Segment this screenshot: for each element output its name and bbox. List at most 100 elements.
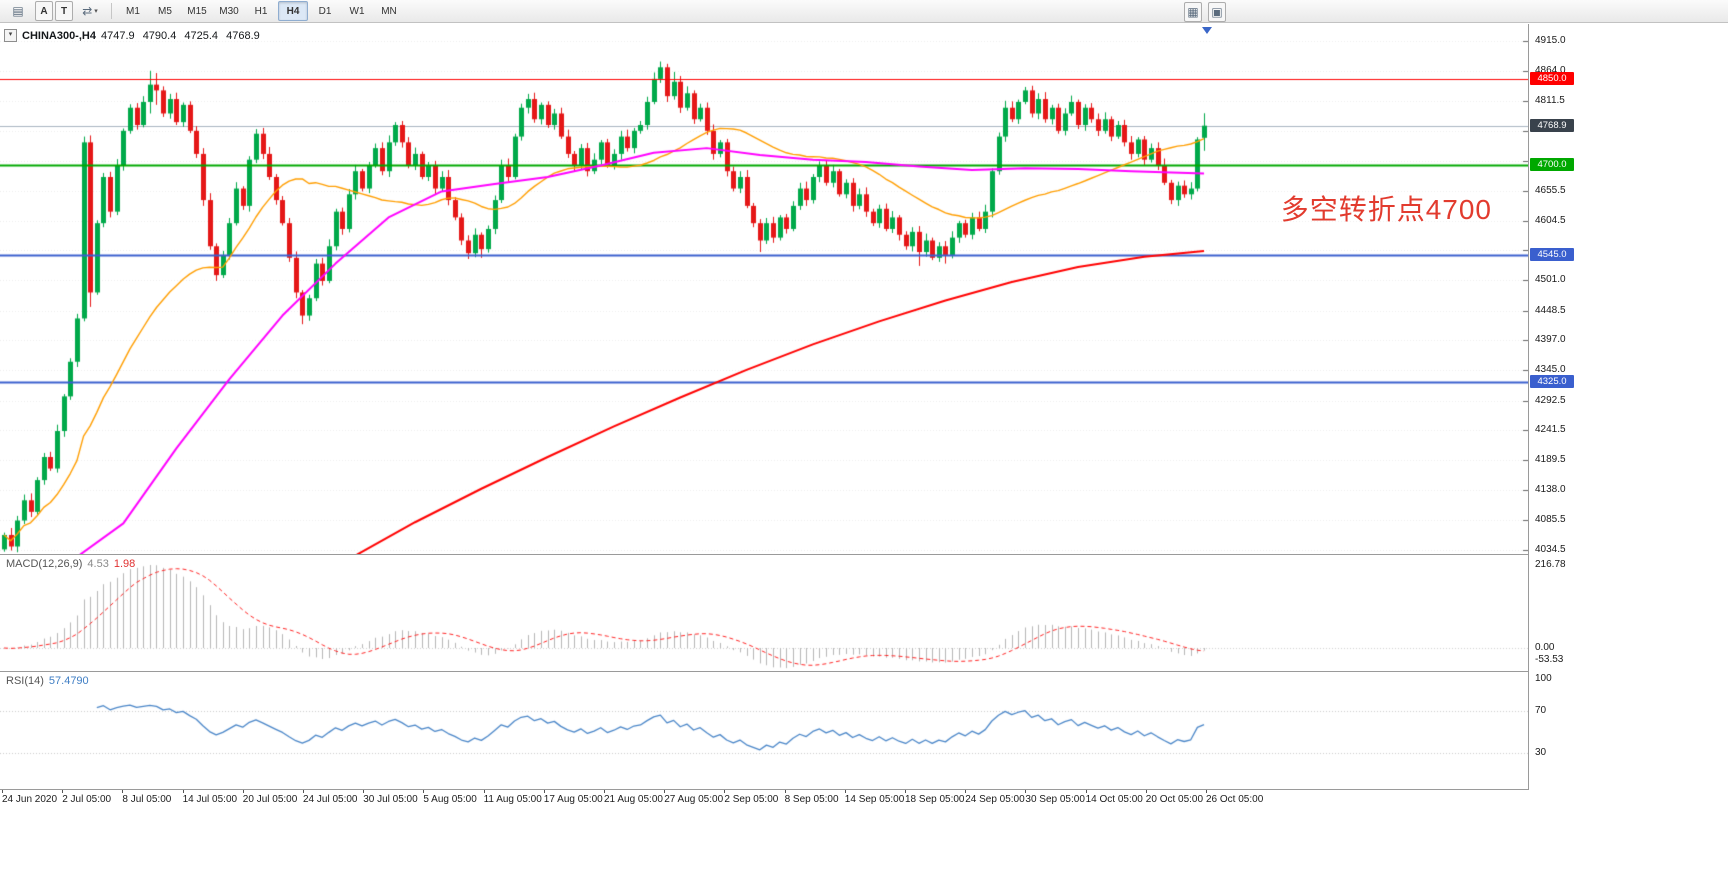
price-tick-label: 4189.5 (1535, 454, 1566, 466)
text-a-button[interactable]: A (35, 1, 53, 21)
macd-canvas[interactable] (0, 555, 1528, 671)
chevron-down-icon: ▾ (94, 8, 98, 15)
chart-symbol-period: CHINA300-,H4 (22, 29, 96, 42)
time-tick-mark (724, 790, 726, 793)
time-tick-mark (303, 790, 304, 793)
price-tick-label: 4345.0 (1535, 364, 1566, 376)
rsi-name: RSI(14) (6, 675, 44, 687)
price-tick-label: 4864.0 (1535, 64, 1566, 76)
time-tick-mark (965, 790, 967, 793)
tf-button-h1[interactable]: H1 (254, 5, 268, 17)
price-level-badge: 4850.0 (1530, 71, 1574, 85)
price-axis[interactable]: 4915.0 4864.0 4811.5 4655.5 4604.5 4501.0 4448… (1528, 24, 1726, 790)
price-tick-label: 4448.5 (1535, 304, 1566, 316)
rsi-canvas[interactable] (0, 672, 1528, 789)
time-tick-label: 14 Sep 05:00 (844, 794, 905, 805)
ohlc-close: 4768.9 (226, 29, 260, 42)
rsi-scale-label: 70 (1535, 704, 1547, 716)
time-tick-mark (122, 790, 124, 793)
time-tick-mark (182, 790, 184, 793)
price-tick-label: 4604.5 (1535, 214, 1566, 226)
time-tick-label: 20 Jul 05:00 (242, 794, 298, 805)
time-tick-label: 26 Oct 05:00 (1206, 794, 1264, 805)
arrows-icon: ⇄ (82, 4, 93, 18)
price-tick-label: 4397.0 (1535, 334, 1566, 346)
price-level-badge: 4325.0 (1530, 374, 1574, 388)
macd-axis: 216.78 0.00 -53.53 (1528, 555, 1726, 671)
chart-windows-icon[interactable]: ▤ (12, 4, 24, 18)
time-tick-label: 30 Jul 05:00 (363, 794, 418, 805)
time-tick-label: 30 Sep 05:00 (1025, 794, 1085, 805)
macd-value-signal: 1.98 (113, 558, 136, 570)
price-tick-label: 4501.0 (1535, 274, 1566, 286)
tf-button-m15[interactable]: M15 (187, 5, 207, 17)
time-tick-mark (2, 790, 3, 793)
time-tick-mark (543, 790, 545, 793)
price-level-badge: 4768.9 (1530, 118, 1574, 132)
time-tick-label: 17 Aug 05:00 (543, 794, 603, 805)
text-t-button[interactable]: T (55, 1, 73, 21)
scroll-tools-button[interactable]: ⇄ ▾ (75, 1, 105, 21)
chart-ohlc: 4747.9 4790.4 4725.4 4768.9 (101, 30, 265, 42)
ohlc-low: 4725.4 (184, 29, 219, 42)
time-tick-label: 5 Aug 05:00 (423, 794, 477, 805)
price-tick-label: 4085.5 (1535, 514, 1566, 526)
time-tick-label: 21 Aug 05:00 (604, 794, 663, 805)
ohlc-open: 4747.9 (100, 29, 135, 42)
time-tick-label: 8 Jul 05:00 (122, 794, 172, 805)
time-axis-separator (0, 789, 1528, 790)
toolbar-extra-button-1[interactable]: ▦ (1184, 2, 1202, 22)
price-tick-label: 4655.5 (1535, 185, 1566, 197)
macd-scale-label: 0.00 (1535, 642, 1555, 653)
timeframe-group: M1 M5 M15 M30 H1 H4 D1 W1 MN (117, 1, 405, 21)
rsi-scale-label: 30 (1535, 746, 1547, 758)
tf-button-d1[interactable]: D1 (318, 5, 332, 17)
toolbar-separator (111, 3, 112, 19)
time-tick-label: 14 Jul 05:00 (182, 794, 238, 805)
price-tick-label: 4241.5 (1535, 424, 1566, 436)
time-tick-mark (242, 790, 244, 793)
time-tick-mark (1025, 790, 1027, 793)
top-toolbar: ▤ A T ⇄ ▾ M1 M5 M15 M30 H1 H4 D1 W1 MN ▦ ▣ (0, 0, 1728, 23)
price-tick-label: 4292.5 (1535, 394, 1566, 406)
price-tick-label: 4915.0 (1535, 35, 1566, 47)
tf-button-m1[interactable]: M1 (126, 5, 140, 17)
tf-button-m5[interactable]: M5 (158, 5, 172, 17)
time-tick-mark (604, 790, 605, 793)
time-tick-label: 24 Sep 05:00 (965, 794, 1025, 805)
time-tick-mark (905, 790, 906, 793)
time-tick-mark (1085, 790, 1087, 793)
chart-shift-marker-icon[interactable] (1202, 27, 1212, 34)
time-tick-label: 8 Sep 05:00 (784, 794, 839, 805)
time-tick-mark (423, 790, 425, 793)
time-tick-mark (664, 790, 666, 793)
time-tick-mark (363, 790, 365, 793)
chart-annotation-text[interactable]: 多空转折点4700 (1280, 194, 1492, 225)
time-tick-label: 24 Jun 2020 (2, 794, 58, 805)
chart-title: ▾ CHINA300-,H4 4747.9 4790.4 4725.4 4768… (4, 29, 265, 42)
macd-name: MACD(12,26,9) (6, 558, 83, 570)
panel-splitter-macd[interactable] (0, 554, 1528, 555)
tf-button-mn[interactable]: MN (381, 5, 397, 17)
rsi-axis: 100 70 30 (1528, 672, 1726, 789)
time-axis[interactable]: 24 Jun 2020 2 Jul 05:00 8 Jul 05:00 14 Jul … (0, 790, 1528, 812)
tf-button-w1[interactable]: W1 (349, 5, 365, 17)
macd-scale-label: -53.53 (1535, 654, 1564, 665)
time-tick-mark (844, 790, 846, 793)
time-tick-label: 24 Jul 05:00 (303, 794, 358, 805)
macd-label: MACD(12,26,9) 4.53 1.98 (6, 558, 135, 570)
tf-button-h4[interactable]: H4 (278, 1, 308, 21)
tf-button-m30[interactable]: M30 (219, 5, 239, 17)
main-chart-canvas[interactable] (0, 24, 1528, 554)
macd-value-main: 4.53 (87, 558, 109, 570)
price-level-badge: 4545.0 (1530, 247, 1574, 261)
time-tick-label: 18 Sep 05:00 (905, 794, 965, 805)
rsi-label: RSI(14) 57.4790 (6, 675, 89, 687)
price-level-badge: 4700.0 (1530, 158, 1574, 172)
time-tick-label: 27 Aug 05:00 (664, 794, 724, 805)
panel-splitter-rsi[interactable] (0, 671, 1528, 672)
symbol-dropdown-icon[interactable]: ▾ (4, 29, 17, 42)
toolbar-extra-button-2[interactable]: ▣ (1208, 2, 1226, 22)
time-tick-mark (1206, 790, 1207, 793)
price-tick-label: 4811.5 (1535, 95, 1565, 107)
